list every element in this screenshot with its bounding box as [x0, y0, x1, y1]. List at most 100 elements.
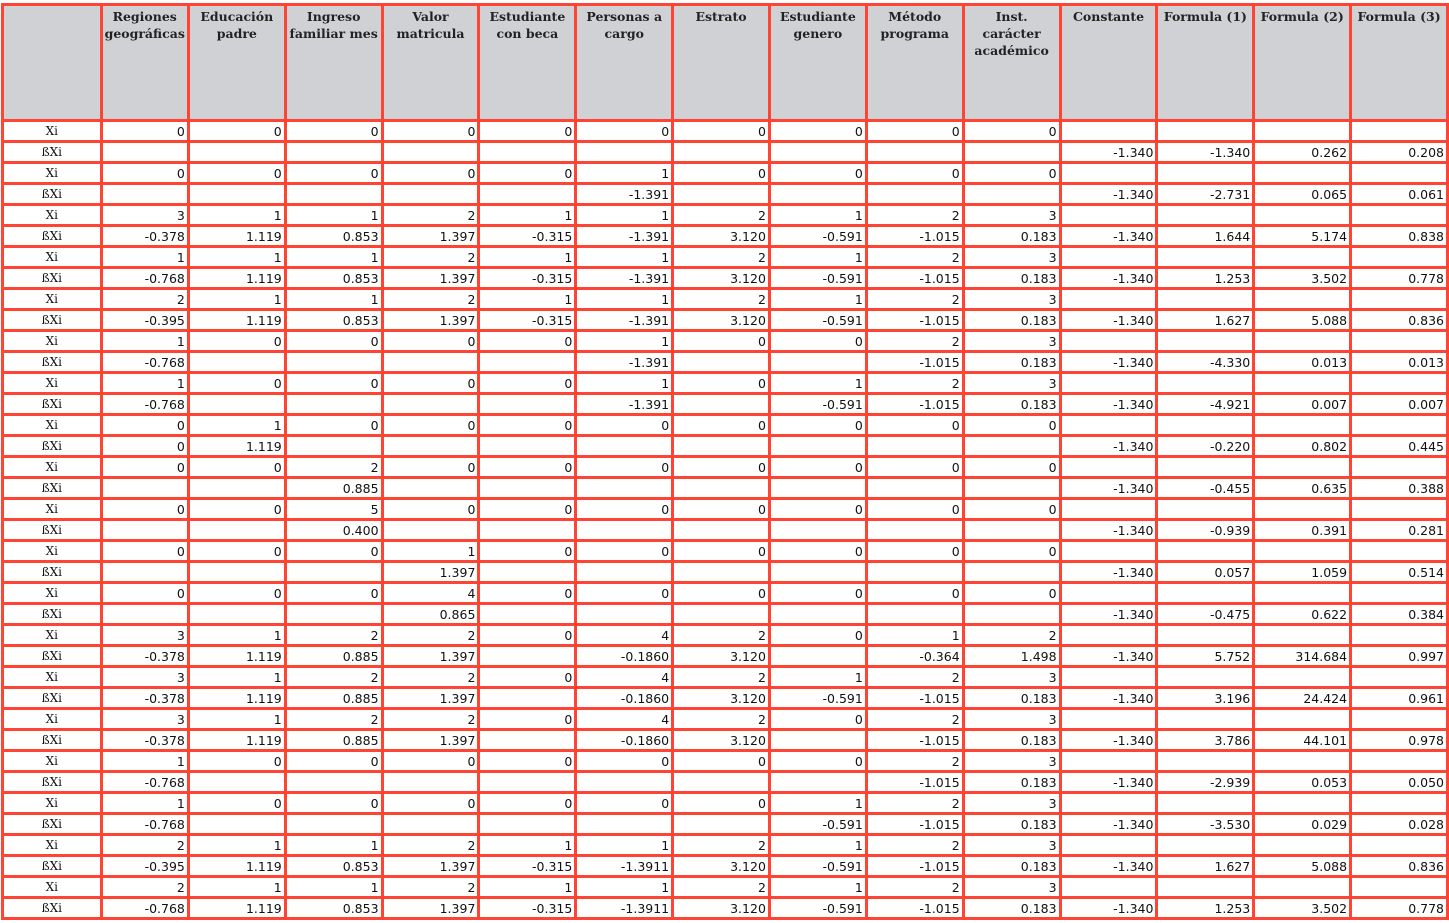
row-label: ßXi [1, 392, 103, 416]
table-cell: 0 [864, 161, 965, 185]
table-cell: -0.220 [1155, 434, 1256, 458]
table-cell: 0 [671, 749, 771, 773]
table-cell [864, 476, 965, 500]
table-cell: 0.057 [1155, 560, 1256, 584]
table-cell: -1.015 [864, 266, 965, 290]
table-cell: 2 [864, 833, 965, 857]
table-cell [283, 560, 384, 584]
table-cell [283, 602, 384, 626]
table-cell [1349, 749, 1449, 773]
table-cell: 4 [574, 707, 675, 731]
table-cell: 0 [477, 665, 578, 689]
table-cell: 0 [283, 413, 384, 437]
table-cell [574, 812, 675, 836]
table-cell [186, 560, 287, 584]
table-cell [671, 560, 771, 584]
table-cell: 1 [767, 245, 868, 269]
table-cell: -1.015 [864, 728, 965, 752]
row-label: Xi [1, 245, 103, 269]
table-row: ßXi -0.395 1.119 0.853 1.397 -0.315 -1.3911 3.1… [1, 854, 1449, 878]
table-row: Xi 0 1 0 0 0 0 0 0 0 0 [1, 413, 1449, 437]
table-cell: 0 [671, 581, 771, 605]
table-cell: 0 [186, 581, 287, 605]
row-label: ßXi [1, 896, 103, 920]
table-cell: 0 [477, 623, 578, 647]
table-cell: -1.340 [1058, 728, 1159, 752]
table-cell [1252, 161, 1353, 185]
table-cell [1058, 749, 1159, 773]
table-cell: 0 [767, 455, 868, 479]
table-cell: 0 [99, 455, 190, 479]
column-header: Inst. carácter académico [961, 3, 1062, 122]
table-cell: 0.997 [1349, 644, 1449, 668]
table-cell [1155, 329, 1256, 353]
table-cell: 0 [671, 371, 771, 395]
table-cell: 0 [671, 119, 771, 143]
table-cell [186, 602, 287, 626]
table-cell [1252, 371, 1353, 395]
table-cell: 3 [99, 623, 190, 647]
table-cell: 1 [283, 287, 384, 311]
table-cell: 0.778 [1349, 266, 1449, 290]
table-cell: 1.627 [1155, 854, 1256, 878]
table-cell: -0.315 [477, 224, 578, 248]
table-cell: -0.768 [99, 350, 190, 374]
table-cell [1252, 833, 1353, 857]
row-label: Xi [1, 203, 103, 227]
table-cell: -1.391 [574, 392, 675, 416]
table-cell: 2 [864, 203, 965, 227]
table-cell: 2 [671, 287, 771, 311]
table-row: Xi 1 0 0 0 0 1 0 1 2 3 [1, 371, 1449, 395]
table-cell: 0 [477, 539, 578, 563]
table-cell: -1.015 [864, 686, 965, 710]
table-cell: 0 [477, 749, 578, 773]
table-cell: -0.768 [99, 896, 190, 920]
table-cell: -0.1860 [574, 728, 675, 752]
table-cell: 24.424 [1252, 686, 1353, 710]
table-cell: -1.015 [864, 350, 965, 374]
table-row: Xi 0 0 0 1 0 0 0 0 0 0 [1, 539, 1449, 563]
table-cell: -4.330 [1155, 350, 1256, 374]
table-cell [1155, 287, 1256, 311]
table-cell: 1 [574, 833, 675, 857]
table-cell: 0 [99, 119, 190, 143]
table-cell: -0.455 [1155, 476, 1256, 500]
table-cell [1058, 203, 1159, 227]
table-row: ßXi -0.768 -1.015 0.183 -1.340 -2.939 0.053 0.0… [1, 770, 1449, 794]
table-cell: -1.015 [864, 224, 965, 248]
table-cell: -1.391 [574, 350, 675, 374]
table-body: Xi 0 0 0 0 0 0 0 0 0 0 ßXi -1.340 -1.340 0.262 0.208 Xi 0… [1, 119, 1449, 920]
table-cell: 0 [186, 791, 287, 815]
table-cell: 2 [671, 875, 771, 899]
table-cell: 0 [864, 497, 965, 521]
table-cell [1349, 623, 1449, 647]
table-cell: 1 [186, 833, 287, 857]
table-cell: 1 [99, 749, 190, 773]
table-cell [1252, 581, 1353, 605]
table-cell [380, 476, 481, 500]
table-cell: 2 [380, 287, 481, 311]
table-cell: 0.183 [961, 854, 1062, 878]
table-cell: 0.262 [1252, 140, 1353, 164]
table-cell: 1 [477, 287, 578, 311]
table-cell: 1.397 [380, 266, 481, 290]
table-cell: -1.340 [1058, 392, 1159, 416]
table-cell: 2 [99, 875, 190, 899]
table-cell: 0.183 [961, 224, 1062, 248]
table-cell [477, 434, 578, 458]
table-cell [477, 602, 578, 626]
table-cell: 1.397 [380, 644, 481, 668]
table-cell: 0.853 [283, 308, 384, 332]
table-row: Xi 3 1 2 2 0 4 2 1 2 3 [1, 665, 1449, 689]
row-label: Xi [1, 329, 103, 353]
row-label: Xi [1, 539, 103, 563]
table-cell: 1 [477, 203, 578, 227]
table-cell [864, 560, 965, 584]
table-cell [1349, 707, 1449, 731]
table-cell: 0 [961, 581, 1062, 605]
table-cell: 0 [574, 119, 675, 143]
table-row: ßXi 0.400 -1.340 -0.939 0.391 0.281 [1, 518, 1449, 542]
table-cell: 0 [186, 329, 287, 353]
table-cell: 1 [767, 875, 868, 899]
table-cell: 2 [864, 707, 965, 731]
